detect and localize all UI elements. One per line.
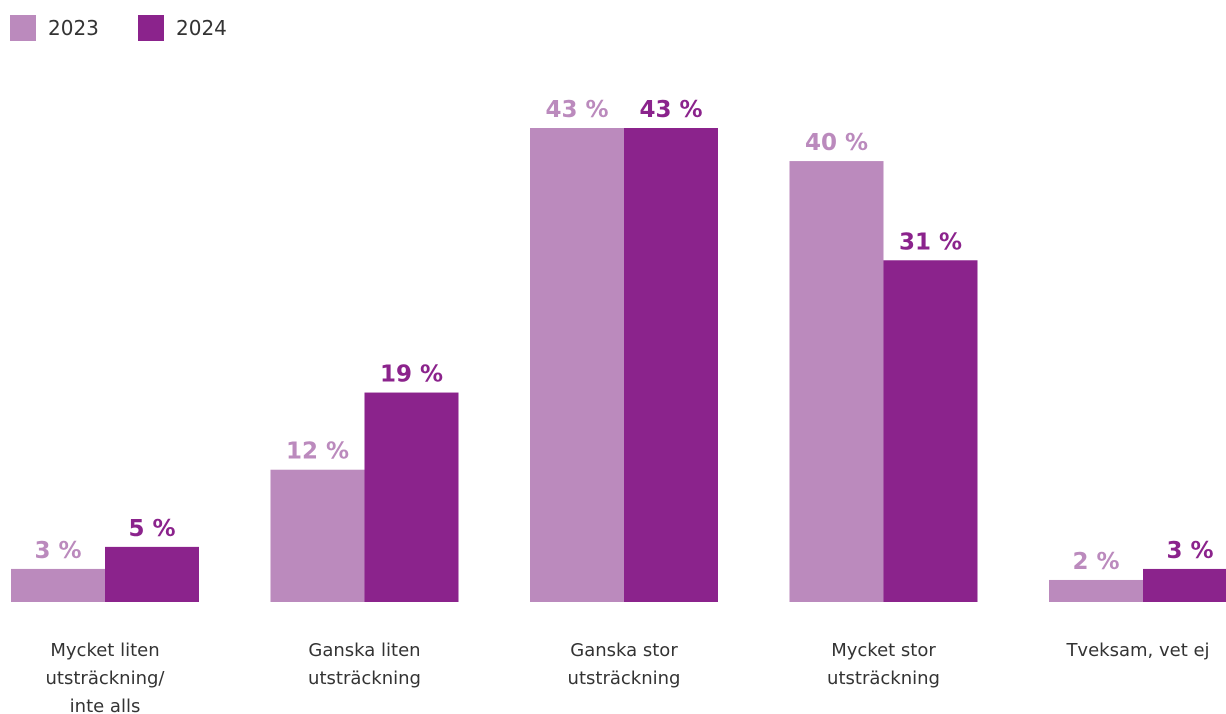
- legend-swatch-2024: [138, 15, 164, 41]
- category-label-line: inte alls: [70, 696, 141, 714]
- category-label-line: Tveksam, vet ej: [1065, 640, 1209, 661]
- bar-2023-2: [530, 128, 624, 602]
- value-label-2023-3: 40 %: [805, 130, 868, 156]
- category-label-line: utsträckning: [827, 668, 940, 689]
- value-label-2023-4: 2 %: [1072, 549, 1119, 575]
- legend-label-2023: 2023: [48, 16, 99, 40]
- bar-2023-3: [789, 161, 884, 602]
- bar-2024-0: [105, 546, 199, 602]
- category-label-line: utsträckning: [568, 668, 681, 689]
- category-label-2: Ganska stor utsträckning: [568, 640, 681, 689]
- bar-2024-4: [1143, 568, 1226, 602]
- bar-2024-3: [883, 260, 978, 602]
- value-label-2024-3: 31 %: [899, 229, 962, 255]
- bar-2024-1: [364, 392, 459, 602]
- category-label-line: Ganska stor: [570, 640, 678, 661]
- bar-2023-1: [270, 469, 365, 602]
- legend-item-2023: 2023: [10, 14, 99, 42]
- legend-label-2024: 2024: [176, 16, 227, 40]
- bar-2023-0: [11, 568, 105, 602]
- value-label-2024-4: 3 %: [1166, 538, 1213, 564]
- value-label-2024-1: 19 %: [380, 362, 443, 388]
- bar-2023-4: [1049, 579, 1143, 602]
- value-labels-group: 3 % 5 % 12 % 19 % 43 % 43 % 40 % 31 % 2 % 3 %: [34, 97, 1213, 575]
- value-label-2023-1: 12 %: [286, 439, 349, 465]
- value-label-2023-2: 43 %: [545, 97, 608, 123]
- value-label-2024-2: 43 %: [639, 97, 702, 123]
- category-labels-group: Mycket liten utsträckning/inte alls Ganska…: [46, 640, 1210, 714]
- category-label-line: Mycket liten: [50, 640, 159, 661]
- category-label-line: Ganska liten: [308, 640, 420, 661]
- category-label-1: Ganska liten utsträckning: [308, 640, 421, 689]
- bars-group: [11, 128, 1226, 602]
- value-label-2024-0: 5 %: [128, 516, 175, 542]
- legend-item-2024: 2024: [138, 14, 227, 42]
- legend-swatch-2023: [10, 15, 36, 41]
- category-label-3: Mycket stor utsträckning: [827, 640, 940, 689]
- category-label-line: Mycket stor: [831, 640, 936, 661]
- category-label-0: Mycket liten utsträckning/inte alls: [46, 640, 166, 714]
- value-label-2023-0: 3 %: [34, 538, 81, 564]
- category-label-line: utsträckning/: [46, 668, 166, 689]
- category-label-4: Tveksam, vet ej: [1065, 640, 1209, 661]
- category-label-line: utsträckning: [308, 668, 421, 689]
- bar-2024-2: [624, 128, 718, 602]
